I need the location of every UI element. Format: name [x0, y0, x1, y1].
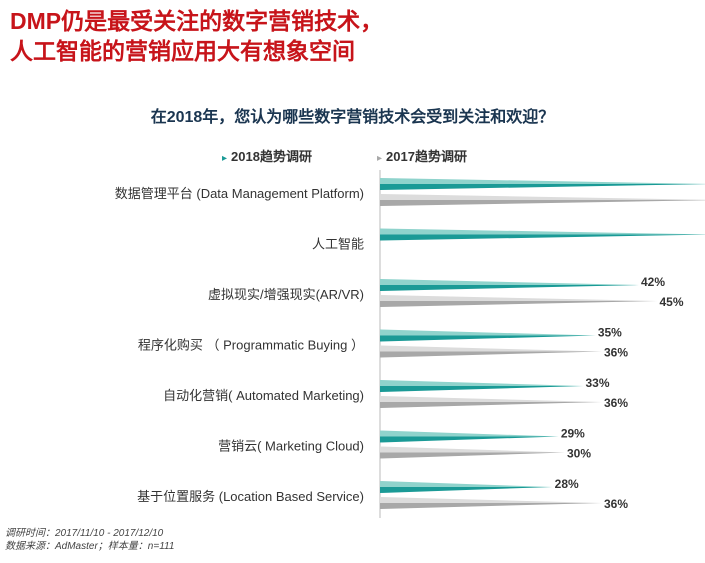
data-label-2018: 42% — [641, 275, 665, 289]
legend-item-2017: ▸ 2017趋势调研 — [377, 146, 467, 165]
bar-2017-bottom — [380, 402, 602, 408]
bar-2017-top — [380, 396, 602, 402]
bar-2017-top — [380, 345, 602, 352]
bar-2018-bottom — [380, 436, 559, 443]
data-label-2017: 36% — [604, 346, 628, 360]
data-label-2018: 35% — [598, 326, 622, 340]
data-label-2018: 28% — [555, 477, 579, 491]
category-label: 数据管理平台 (Data Management Platform) — [115, 186, 364, 201]
headline-line-2: 人工智能的营销应用大有想象空间 — [10, 38, 355, 64]
legend-label-2018: 2018趋势调研 — [231, 149, 312, 164]
bar-2017-top — [380, 295, 658, 301]
bar-2018-top — [380, 279, 639, 285]
footnote-date: 调研时间：2017/11/10 - 2017/12/10 — [5, 528, 164, 539]
data-label-2018: 29% — [561, 427, 585, 441]
bar-2018-bottom — [380, 487, 553, 493]
footnote-source: 数据来源：AdMaster；样本量：n=111 — [5, 541, 175, 552]
data-label-2018: 33% — [586, 376, 610, 390]
bar-2017-bottom — [380, 452, 565, 459]
bar-2017-bottom — [380, 351, 602, 358]
data-label-2017: 45% — [660, 295, 684, 309]
category-label: 营销云( Marketing Cloud) — [218, 439, 364, 454]
bar-2018-top — [380, 481, 553, 487]
bar-2018-top — [380, 430, 559, 437]
legend-triangle-icon: ▸ — [222, 153, 228, 164]
bar-2018-bottom — [380, 184, 705, 190]
bar-2018-top — [380, 380, 584, 386]
chart-title: 在2018年，您认为哪些数字营销技术会受到关注和欢迎？ — [150, 109, 555, 126]
bar-2018-top — [380, 178, 705, 184]
category-label: 基于位置服务 (Location Based Service) — [137, 489, 364, 504]
headline: DMP仍是最受关注的数字营销技术， 人工智能的营销应用大有想象空间 — [10, 6, 383, 66]
data-label-2017: 36% — [604, 396, 628, 410]
legend-item-2018: ▸ 2018趋势调研 — [222, 146, 312, 165]
bar-2018-bottom — [380, 234, 705, 241]
bar-2018-bottom — [380, 335, 596, 342]
category-label: 程序化购买 （ Programmatic Buying ） — [138, 338, 364, 353]
legend-label-2017: 2017趋势调研 — [386, 149, 467, 164]
headline-line-1: DMP仍是最受关注的数字营销技术， — [10, 8, 384, 34]
data-label-2017: 36% — [604, 497, 628, 511]
category-label: 虚拟现实/增强现实(AR/VR) — [208, 287, 364, 302]
category-label: 人工智能 — [312, 237, 364, 252]
bar-2017-bottom — [380, 301, 658, 307]
bar-2018-top — [380, 228, 705, 235]
category-label: 自动化营销( Automated Marketing) — [163, 388, 364, 403]
bar-2017-top — [380, 446, 565, 453]
bar-2018-bottom — [380, 285, 639, 291]
legend-triangle-icon: ▸ — [377, 153, 383, 164]
bar-2017-bottom — [380, 200, 705, 206]
data-label-2017: 30% — [567, 447, 591, 461]
bar-2017-bottom — [380, 503, 602, 509]
bar-2017-top — [380, 194, 705, 200]
bar-2017-top — [380, 497, 602, 503]
bar-2018-top — [380, 329, 596, 336]
bar-2018-bottom — [380, 386, 584, 392]
footnote: 调研时间：2017/11/10 - 2017/12/10 数据来源：AdMast… — [5, 527, 174, 553]
